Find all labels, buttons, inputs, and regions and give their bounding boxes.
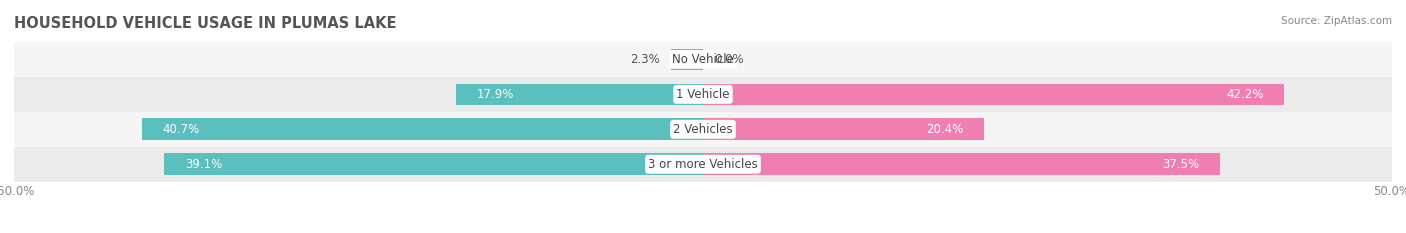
Text: 37.5%: 37.5% [1161, 158, 1199, 171]
Text: 2 Vehicles: 2 Vehicles [673, 123, 733, 136]
Bar [14, 77, 1392, 112]
Text: 20.4%: 20.4% [927, 123, 963, 136]
Text: 39.1%: 39.1% [186, 158, 222, 171]
Text: HOUSEHOLD VEHICLE USAGE IN PLUMAS LAKE: HOUSEHOLD VEHICLE USAGE IN PLUMAS LAKE [14, 16, 396, 31]
Text: No Vehicle: No Vehicle [672, 53, 734, 66]
Bar [14, 147, 1392, 182]
Text: 40.7%: 40.7% [163, 123, 200, 136]
Text: 3 or more Vehicles: 3 or more Vehicles [648, 158, 758, 171]
Text: 0.0%: 0.0% [714, 53, 744, 66]
Bar [703, 118, 984, 140]
Bar [671, 49, 703, 70]
Bar [14, 112, 1392, 147]
Bar [703, 154, 1219, 175]
Bar [703, 84, 1285, 105]
Text: 1 Vehicle: 1 Vehicle [676, 88, 730, 101]
Text: 17.9%: 17.9% [477, 88, 515, 101]
Bar [457, 84, 703, 105]
Bar [14, 42, 1392, 77]
Text: Source: ZipAtlas.com: Source: ZipAtlas.com [1281, 16, 1392, 26]
Text: 42.2%: 42.2% [1226, 88, 1264, 101]
Text: 2.3%: 2.3% [630, 53, 661, 66]
Bar [165, 154, 703, 175]
Bar [142, 118, 703, 140]
